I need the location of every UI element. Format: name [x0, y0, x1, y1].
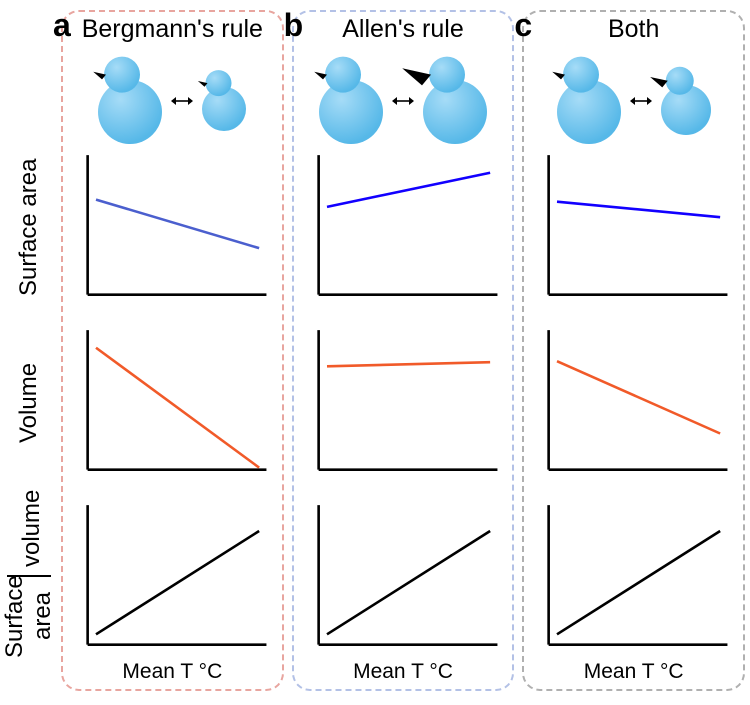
ratio-denominator: volume [18, 490, 46, 567]
arrow-icon [630, 94, 652, 112]
chart-ratio-b [304, 500, 503, 655]
panel-b: b Allen's rule [292, 10, 515, 691]
chart-surface-area-a [73, 150, 272, 305]
bird-left-b [314, 57, 388, 149]
row-labels-column: Surface area Volume Surface area volume [5, 10, 53, 691]
panel-a: a Bergmann's rule [61, 10, 284, 691]
panel-c: c Both [522, 10, 745, 691]
x-axis-label-b: Mean T °C [304, 660, 503, 684]
x-axis-label-a: Mean T °C [73, 660, 272, 684]
bird-right-b [418, 57, 492, 149]
panel-title-b: Allen's rule [304, 15, 503, 44]
label-volume: Volume [5, 315, 53, 490]
chart-volume-a [73, 325, 272, 480]
x-axis-label-c: Mean T °C [534, 660, 733, 684]
panel-title-a: Bergmann's rule [73, 15, 272, 44]
bird-row-c [534, 55, 733, 150]
bird-row-a [73, 55, 272, 150]
chart-ratio-a [73, 500, 272, 655]
chart-ratio-c [534, 500, 733, 655]
ratio-numerator: Surface area [1, 567, 57, 665]
label-ratio: Surface area volume [5, 490, 53, 665]
panel-letter-b: b [284, 7, 304, 44]
bird-right-c [656, 66, 716, 140]
chart-volume-b [304, 325, 503, 480]
panel-title-c: Both [534, 15, 733, 44]
figure-container: Surface area Volume Surface area volume … [0, 0, 750, 701]
chart-surface-area-c [534, 150, 733, 305]
arrow-icon [392, 94, 414, 112]
bird-row-b [304, 55, 503, 150]
panel-letter-a: a [53, 7, 71, 44]
panel-letter-c: c [514, 7, 532, 44]
bird-right-a [197, 69, 251, 136]
arrow-icon [171, 94, 193, 112]
panel-header-a: Bergmann's rule [73, 20, 272, 55]
panel-header-b: Allen's rule [304, 20, 503, 55]
ratio-divider-line [7, 576, 51, 578]
chart-volume-c [534, 325, 733, 480]
bird-left-a [93, 57, 167, 149]
panel-header-c: Both [534, 20, 733, 55]
label-surface-area: Surface area [5, 140, 53, 315]
bird-left-c [552, 57, 626, 149]
chart-surface-area-b [304, 150, 503, 305]
